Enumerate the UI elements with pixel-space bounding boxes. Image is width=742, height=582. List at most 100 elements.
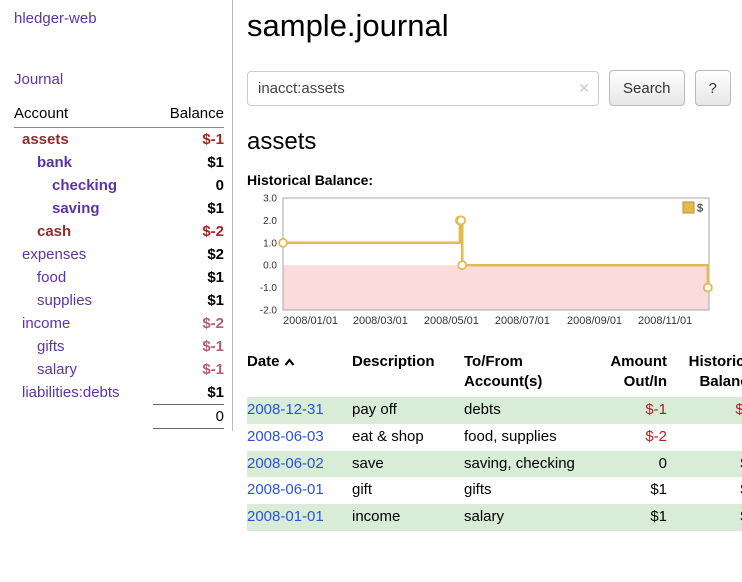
balance-column-header: Balance: [152, 105, 224, 128]
sort-ascending-icon: [284, 358, 295, 367]
account-link[interactable]: gifts: [37, 338, 65, 355]
main-content: sample.journal ✕ Search ? assets Histori…: [233, 0, 742, 531]
clear-search-icon[interactable]: ✕: [578, 79, 590, 96]
account-row: expenses $2: [14, 243, 224, 266]
account-row: gifts $-1: [14, 335, 224, 358]
account-balance: $-1: [202, 361, 224, 378]
svg-text:-1.0: -1.0: [260, 283, 278, 294]
date-column-header[interactable]: Date: [247, 352, 352, 397]
transaction-date-link[interactable]: 2008-01-01: [247, 508, 324, 525]
register-header-row: Date Description To/From Account(s) Amou…: [247, 352, 742, 397]
transaction-row[interactable]: 2008-12-31 pay off debts $-1 $-1: [247, 397, 742, 424]
account-link[interactable]: food: [37, 269, 67, 286]
transaction-amount: 0: [658, 454, 667, 472]
amount-column-header: Amount Out/In: [610, 353, 667, 390]
historical-balance-column-header: Historical Balance: [688, 353, 742, 390]
account-row: income $-2: [14, 312, 224, 335]
account-balance: $-2: [202, 223, 224, 240]
account-link[interactable]: expenses: [22, 246, 87, 263]
svg-text:1.0: 1.0: [263, 238, 277, 249]
account-link[interactable]: liabilities:debts: [22, 384, 120, 402]
total-balance: 0: [152, 404, 224, 429]
account-total-row: 0: [14, 404, 224, 429]
account-balance: $2: [207, 246, 224, 263]
transaction-accounts: salary: [464, 508, 505, 525]
date-column-label: Date: [247, 353, 280, 370]
register-table-body: 2008-12-31 pay off debts $-1 $-1 2008-06-03 ea…: [247, 397, 742, 531]
transaction-accounts: debts: [464, 401, 501, 418]
sidebar-item-journal[interactable]: Journal: [14, 71, 64, 88]
account-balance: $1: [207, 384, 224, 401]
search-button[interactable]: Search: [609, 70, 685, 106]
transaction-date-link[interactable]: 2008-12-31: [247, 401, 324, 418]
tofrom-account-column-header: To/From Account(s): [464, 353, 543, 390]
historical-balance-chart[interactable]: 3.0 2.0 1.0 0.0 -1.0 -2.0 2008/01/01 2008/03/01…: [247, 192, 719, 330]
account-row: liabilities:debts $1: [14, 381, 224, 405]
app-title-link[interactable]: hledger-web: [14, 10, 97, 27]
account-row: assets $-1: [14, 128, 224, 152]
account-balance: $1: [207, 269, 224, 286]
transaction-accounts: gifts: [464, 481, 492, 499]
svg-text:$: $: [697, 203, 703, 215]
transaction-description: income: [352, 508, 401, 525]
account-link[interactable]: salary: [37, 361, 78, 378]
account-balance: $-2: [202, 315, 224, 332]
account-link[interactable]: income: [22, 315, 71, 332]
account-balance: $1: [207, 200, 224, 217]
account-link[interactable]: bank: [37, 154, 73, 171]
transaction-description: eat & shop: [352, 427, 424, 445]
transaction-row[interactable]: 2008-01-01 income salary $1$1: [247, 504, 742, 531]
transaction-balance: $-1: [735, 401, 742, 418]
account-balance: $-1: [202, 131, 224, 148]
search-box: ✕: [247, 70, 599, 106]
svg-text:0.0: 0.0: [263, 261, 277, 272]
svg-text:2008/03/01: 2008/03/01: [353, 315, 408, 327]
account-row: food $1: [14, 266, 224, 289]
transaction-amount: $1: [650, 481, 667, 499]
search-bar: ✕ Search ?: [247, 70, 734, 106]
account-row: salary $-1: [14, 358, 224, 381]
account-balance: $1: [207, 154, 224, 171]
account-link[interactable]: supplies: [37, 292, 93, 309]
register-table: Date Description To/From Account(s) Amou…: [247, 352, 742, 531]
transaction-date-link[interactable]: 2008-06-03: [247, 427, 324, 445]
transaction-row[interactable]: 2008-06-01 gift gifts $1$2: [247, 477, 742, 504]
account-link[interactable]: assets: [22, 131, 69, 148]
help-button[interactable]: ?: [694, 70, 731, 106]
transaction-balance: 0: [667, 424, 742, 451]
account-row: checking 0: [14, 174, 224, 197]
svg-text:2008/01/01: 2008/01/01: [283, 315, 338, 327]
transaction-amount: $-2: [645, 427, 667, 445]
svg-text:2008/07/01: 2008/07/01: [495, 315, 550, 327]
transaction-date-link[interactable]: 2008-06-02: [247, 454, 324, 472]
transaction-row[interactable]: 2008-06-02 save saving, checking 0$2: [247, 450, 742, 478]
transaction-balance: $2: [667, 477, 742, 504]
account-link[interactable]: saving: [52, 200, 100, 217]
account-table-body: assets $-1 bank $1 checking 0 saving $1 cash $-2 e…: [14, 128, 224, 405]
svg-text:2.0: 2.0: [263, 216, 277, 227]
account-row: cash $-2: [14, 220, 224, 243]
account-balance: $-1: [202, 338, 224, 355]
account-link[interactable]: cash: [37, 223, 72, 240]
chart-title: Historical Balance:: [247, 172, 374, 188]
svg-text:2008/11/01: 2008/11/01: [638, 315, 692, 327]
search-input[interactable]: [247, 70, 599, 106]
svg-text:2008/09/01: 2008/09/01: [567, 315, 622, 327]
account-row: supplies $1: [14, 289, 224, 312]
svg-text:2008/05/01: 2008/05/01: [424, 315, 479, 327]
transaction-balance: $1: [667, 504, 742, 531]
account-link[interactable]: checking: [52, 177, 118, 194]
transaction-description: pay off: [352, 401, 397, 418]
hledger-web-app: hledger-web Journal Account Balance asse…: [14, 0, 742, 531]
page-title: sample.journal: [247, 8, 449, 43]
transaction-date-link[interactable]: 2008-06-01: [247, 481, 324, 499]
account-heading: assets: [247, 128, 317, 155]
transaction-amount: $1: [650, 508, 667, 525]
account-column-header: Account: [14, 105, 153, 128]
transaction-amount: $-1: [645, 401, 667, 418]
svg-text:3.0: 3.0: [263, 194, 277, 205]
account-balance: 0: [215, 177, 224, 194]
description-column-header: Description: [352, 353, 435, 370]
account-table-header-row: Account Balance: [14, 105, 224, 128]
transaction-row[interactable]: 2008-06-03 eat & shop food, supplies $-20: [247, 424, 742, 451]
